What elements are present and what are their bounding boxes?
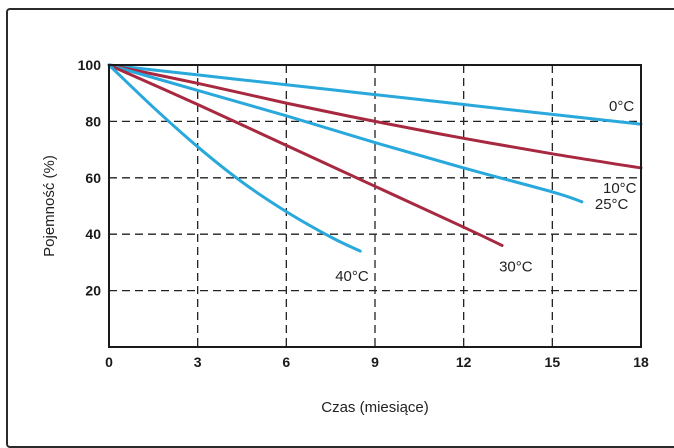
- x-tick-label: 15: [545, 354, 561, 370]
- series-line-1: [107, 63, 643, 170]
- x-tick-label: 6: [282, 354, 290, 370]
- x-tick-label: 0: [105, 354, 113, 370]
- x-axis-title: Czas (miesiące): [321, 399, 429, 416]
- series-label-1: 10°C: [603, 180, 637, 197]
- x-tick-label: 12: [456, 354, 472, 370]
- series-label-0: 0°C: [609, 98, 634, 115]
- x-tick-label: 18: [633, 354, 649, 370]
- x-tick-label: 9: [371, 354, 379, 370]
- series-line-4: [107, 63, 362, 253]
- plot-area-border: [108, 64, 642, 348]
- capacity-chart: 0°C 10°C25°C 30°C 40°C 0 3 6 9 12 15 18 20 40 60 80 10…: [41, 57, 649, 416]
- series-label-2: 25°C: [595, 196, 629, 213]
- series-label-3: 30°C: [499, 258, 533, 275]
- grid: [109, 65, 641, 347]
- y-axis-title: Pojemność (%): [41, 155, 58, 257]
- y-tick-label: 80: [85, 113, 101, 129]
- series-line-0: [107, 63, 643, 126]
- y-tick-label: 60: [85, 170, 101, 186]
- y-tick-label: 100: [78, 57, 102, 73]
- y-tick-label: 40: [85, 226, 101, 242]
- series-line-3: [107, 63, 504, 247]
- series-lines: [107, 63, 643, 253]
- y-tick-label: 20: [85, 283, 101, 299]
- series-line-2: [107, 63, 584, 204]
- series-labels: 0°C 10°C25°C 30°C 40°C: [335, 98, 636, 285]
- x-tick-label: 3: [194, 354, 202, 370]
- tick-labels: 0 3 6 9 12 15 18 20 40 60 80 100: [78, 57, 649, 370]
- series-label-4: 40°C: [335, 268, 369, 285]
